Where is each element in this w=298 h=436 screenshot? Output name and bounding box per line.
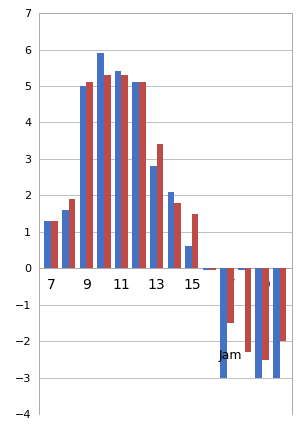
Bar [262,268,269,360]
Bar [104,75,111,268]
Bar [185,246,192,268]
Bar [86,82,93,268]
Bar [156,144,163,268]
Bar [209,268,216,270]
Bar [227,268,234,323]
Bar [62,210,69,268]
Bar [80,86,86,268]
Bar [51,221,58,268]
Bar [203,268,209,270]
Bar [280,268,286,341]
Bar [121,75,128,268]
Bar [69,199,75,268]
Bar [150,166,156,268]
Bar [139,82,146,268]
Bar [167,192,174,268]
Bar [255,268,262,378]
Bar [115,72,121,268]
Bar [245,268,251,352]
Bar [132,82,139,268]
Bar [44,221,51,268]
Bar [220,268,227,378]
Text: Jam: Jam [218,349,242,362]
Bar [97,53,104,268]
Bar [273,268,280,378]
Bar [192,214,198,268]
Bar [238,268,245,270]
Bar [174,203,181,268]
